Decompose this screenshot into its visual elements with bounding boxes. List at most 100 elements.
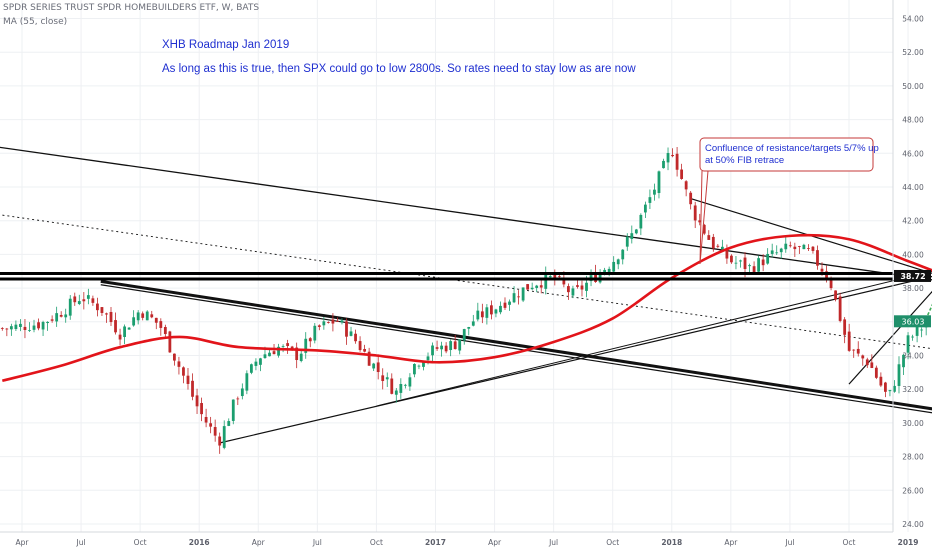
candle-body	[730, 255, 733, 263]
candle	[856, 341, 860, 357]
candle	[870, 354, 874, 369]
candle	[476, 302, 480, 322]
candle	[847, 323, 851, 352]
candle	[394, 387, 398, 403]
candle	[136, 310, 140, 325]
candle-body	[23, 326, 27, 330]
annotation-note: As long as this is true, then SPX could …	[162, 63, 636, 75]
candle-body	[621, 249, 625, 260]
candle	[720, 239, 724, 251]
candle-body	[471, 321, 475, 326]
candle-body	[336, 321, 339, 322]
candle	[37, 318, 40, 331]
candle-body	[797, 246, 801, 247]
candle-body	[639, 214, 643, 229]
candle	[684, 180, 688, 197]
candle-body	[431, 345, 434, 356]
level-badge	[894, 269, 931, 282]
candle-body	[367, 351, 371, 366]
candle-body	[59, 314, 63, 317]
candle-body	[349, 331, 353, 336]
candle-body	[852, 349, 856, 351]
candle	[82, 292, 86, 310]
candle-body	[865, 359, 869, 366]
candle-body	[5, 328, 9, 330]
y-tick-label: 52.00	[902, 48, 924, 57]
candle-body	[281, 346, 285, 347]
candle-body	[843, 319, 847, 335]
candle-body	[893, 385, 896, 392]
candle	[530, 282, 534, 291]
candle	[245, 370, 249, 395]
candle-body	[653, 189, 656, 195]
candle	[150, 310, 154, 319]
candle	[326, 321, 330, 324]
candle	[761, 254, 765, 272]
candle-body	[209, 423, 213, 427]
y-tick-label: 28.00	[902, 453, 924, 462]
candle-body	[449, 341, 453, 351]
candle-body	[317, 325, 321, 327]
candle	[897, 356, 901, 394]
candle-body	[888, 390, 892, 392]
candle	[884, 381, 887, 398]
candle	[639, 213, 643, 236]
candle-body	[91, 298, 95, 303]
candle-body	[585, 282, 588, 291]
candle-body	[322, 321, 326, 326]
candle-body	[403, 384, 407, 386]
y-tick-label: 46.00	[902, 149, 924, 158]
candle	[757, 255, 761, 274]
candle	[236, 396, 240, 406]
candle-body	[748, 265, 751, 267]
candle-body	[50, 319, 54, 321]
candle-body	[381, 375, 385, 382]
candle	[689, 191, 693, 210]
candle-body	[807, 248, 810, 249]
candle-body	[290, 346, 294, 350]
y-tick-label: 32.00	[902, 385, 924, 394]
candle	[417, 364, 421, 370]
candle	[494, 308, 498, 318]
x-tick-label: Oct	[842, 538, 855, 547]
candle-body	[911, 336, 914, 338]
candle	[648, 189, 652, 209]
candle	[399, 378, 403, 399]
candle	[680, 163, 684, 180]
candle	[376, 354, 380, 380]
candle	[811, 245, 815, 254]
candle-body	[385, 377, 389, 380]
candle	[163, 324, 167, 338]
candle	[254, 358, 258, 371]
candle-body	[480, 311, 484, 318]
candle	[616, 258, 620, 270]
candle	[154, 317, 158, 330]
candle	[539, 279, 543, 294]
candle-body	[702, 224, 706, 234]
candle-body	[689, 192, 693, 205]
candle-body	[834, 290, 837, 300]
candle	[526, 283, 530, 290]
candle-body	[55, 313, 59, 322]
candle-body	[607, 268, 611, 273]
candle	[843, 317, 847, 344]
candle	[91, 295, 95, 306]
candle-body	[779, 248, 783, 253]
candle	[59, 311, 63, 318]
y-tick-label: 34.00	[902, 352, 924, 361]
candle	[621, 249, 625, 265]
candle	[313, 323, 317, 344]
candle	[227, 418, 231, 427]
candle	[888, 389, 892, 397]
candle	[32, 319, 36, 333]
candle-body	[671, 154, 674, 157]
candle-body	[444, 345, 448, 352]
x-tick-label: Oct	[134, 538, 147, 547]
candle	[784, 236, 788, 253]
candle	[906, 332, 910, 360]
candle-body	[154, 317, 158, 323]
candle	[363, 344, 367, 353]
candle	[295, 342, 299, 369]
callout-text-line1: Confluence of resistance/targets 5/7% up	[705, 143, 879, 154]
